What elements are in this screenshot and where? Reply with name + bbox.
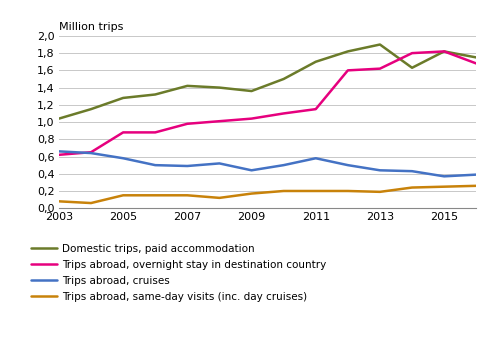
Line: Trips abroad, same-day visits (inc. day cruises): Trips abroad, same-day visits (inc. day … — [59, 186, 476, 203]
Trips abroad, cruises — [441, 174, 447, 178]
Domestic trips, paid accommodation — [217, 85, 222, 90]
Text: Million trips: Million trips — [59, 23, 123, 32]
Trips abroad, same-day visits (inc. day cruises) — [313, 189, 319, 193]
Trips abroad, same-day visits (inc. day cruises) — [88, 201, 94, 205]
Trips abroad, same-day visits (inc. day cruises) — [345, 189, 351, 193]
Domestic trips, paid accommodation — [281, 77, 287, 81]
Trips abroad, cruises — [120, 156, 126, 160]
Domestic trips, paid accommodation — [248, 89, 254, 93]
Domestic trips, paid accommodation — [377, 42, 383, 47]
Trips abroad, same-day visits (inc. day cruises) — [441, 185, 447, 189]
Trips abroad, same-day visits (inc. day cruises) — [281, 189, 287, 193]
Domestic trips, paid accommodation — [409, 66, 415, 70]
Trips abroad, overnight stay in destination country — [120, 130, 126, 135]
Domestic trips, paid accommodation — [345, 49, 351, 53]
Domestic trips, paid accommodation — [441, 49, 447, 53]
Domestic trips, paid accommodation — [185, 84, 191, 88]
Trips abroad, same-day visits (inc. day cruises) — [409, 185, 415, 190]
Trips abroad, cruises — [377, 168, 383, 172]
Trips abroad, overnight stay in destination country — [473, 61, 479, 66]
Trips abroad, same-day visits (inc. day cruises) — [473, 184, 479, 188]
Trips abroad, same-day visits (inc. day cruises) — [377, 190, 383, 194]
Trips abroad, overnight stay in destination country — [185, 122, 191, 126]
Trips abroad, same-day visits (inc. day cruises) — [185, 193, 191, 197]
Legend: Domestic trips, paid accommodation, Trips abroad, overnight stay in destination : Domestic trips, paid accommodation, Trip… — [31, 244, 326, 302]
Trips abroad, cruises — [152, 163, 158, 167]
Domestic trips, paid accommodation — [152, 92, 158, 97]
Line: Trips abroad, overnight stay in destination country: Trips abroad, overnight stay in destinat… — [59, 51, 476, 155]
Line: Trips abroad, cruises: Trips abroad, cruises — [59, 151, 476, 176]
Trips abroad, overnight stay in destination country — [88, 150, 94, 154]
Domestic trips, paid accommodation — [88, 107, 94, 111]
Line: Domestic trips, paid accommodation: Domestic trips, paid accommodation — [59, 45, 476, 118]
Trips abroad, overnight stay in destination country — [441, 49, 447, 53]
Trips abroad, cruises — [313, 156, 319, 160]
Trips abroad, overnight stay in destination country — [313, 107, 319, 111]
Trips abroad, same-day visits (inc. day cruises) — [152, 193, 158, 197]
Domestic trips, paid accommodation — [313, 60, 319, 64]
Trips abroad, cruises — [473, 172, 479, 177]
Trips abroad, same-day visits (inc. day cruises) — [217, 196, 222, 200]
Trips abroad, cruises — [345, 163, 351, 167]
Domestic trips, paid accommodation — [473, 55, 479, 60]
Trips abroad, cruises — [248, 168, 254, 172]
Trips abroad, overnight stay in destination country — [217, 119, 222, 123]
Trips abroad, same-day visits (inc. day cruises) — [56, 199, 62, 204]
Trips abroad, overnight stay in destination country — [345, 68, 351, 73]
Trips abroad, cruises — [185, 164, 191, 168]
Trips abroad, cruises — [56, 149, 62, 154]
Trips abroad, cruises — [88, 151, 94, 155]
Trips abroad, cruises — [281, 163, 287, 167]
Trips abroad, cruises — [217, 161, 222, 165]
Domestic trips, paid accommodation — [120, 96, 126, 100]
Trips abroad, overnight stay in destination country — [377, 66, 383, 71]
Trips abroad, overnight stay in destination country — [56, 153, 62, 157]
Trips abroad, overnight stay in destination country — [248, 116, 254, 121]
Trips abroad, overnight stay in destination country — [152, 130, 158, 135]
Trips abroad, overnight stay in destination country — [409, 51, 415, 55]
Trips abroad, cruises — [409, 169, 415, 173]
Domestic trips, paid accommodation — [56, 116, 62, 121]
Trips abroad, same-day visits (inc. day cruises) — [248, 191, 254, 196]
Trips abroad, overnight stay in destination country — [281, 111, 287, 116]
Trips abroad, same-day visits (inc. day cruises) — [120, 193, 126, 197]
